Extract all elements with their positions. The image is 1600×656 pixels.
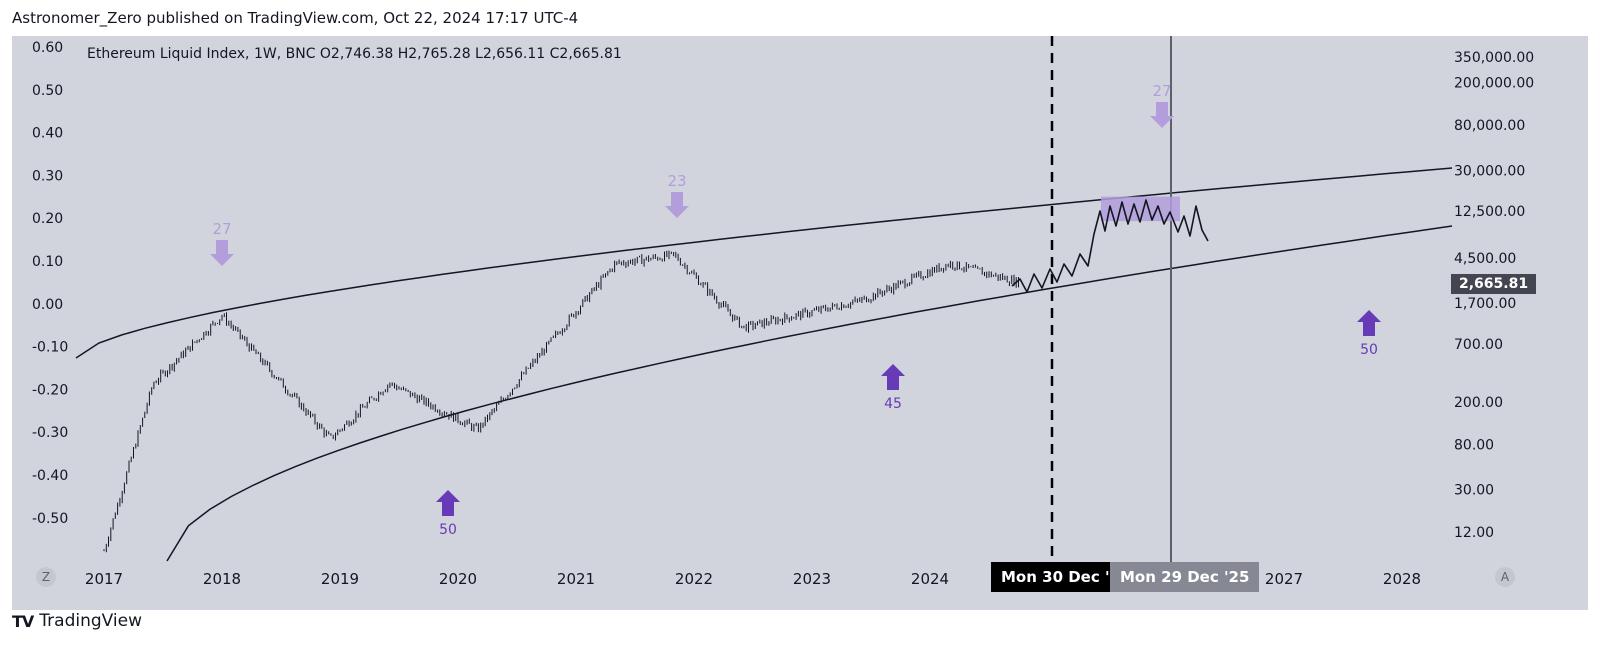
right-tick-label-3: 30,000.00 — [1454, 163, 1525, 179]
tradingview-logo-icon: TV — [12, 611, 34, 631]
left-tick-label-8: -0.20 — [32, 382, 68, 398]
left-tick-label-0: 0.60 — [32, 40, 63, 56]
upper-trend-curve — [75, 167, 1453, 359]
left-tick-label-3: 0.30 — [32, 168, 63, 184]
left-tick-label-11: -0.50 — [32, 511, 68, 527]
arrow-down-icon-0 — [210, 240, 234, 266]
zoom-button[interactable]: Z — [36, 567, 56, 587]
x-tick-label-4: 2021 — [557, 570, 595, 588]
arrow-label-2: 27 — [1152, 82, 1171, 100]
brand-name: TradingView — [39, 611, 143, 631]
left-tick-label-4: 0.20 — [32, 211, 63, 227]
lower-trend-curve — [166, 225, 1453, 562]
right-tick-label-7: 700.00 — [1454, 337, 1503, 353]
right-tick-label-6: 1,700.00 — [1454, 296, 1516, 312]
arrow-up-icon-5 — [1357, 310, 1381, 336]
chart-frame[interactable]: 2017 2018 2019 2020 2021 2022 2023 2024 2027 2028… — [12, 36, 1588, 610]
arrow-label-0: 27 — [212, 220, 231, 238]
left-tick-label-1: 0.50 — [32, 83, 63, 99]
x-tick-label-5: 2022 — [675, 570, 713, 588]
arrow-label-4: 45 — [884, 396, 902, 412]
right-tick-label-10: 30.00 — [1454, 483, 1494, 499]
arrow-label-1: 23 — [667, 172, 686, 190]
arrow-down-icon-2 — [1150, 102, 1174, 128]
left-tick-label-7: -0.10 — [32, 340, 68, 356]
x-tick-label-2: 2019 — [321, 570, 359, 588]
left-tick-label-5: 0.10 — [32, 254, 63, 270]
x-tick-label-7: 2024 — [911, 570, 949, 588]
auto-scale-button[interactable]: A — [1495, 567, 1515, 587]
left-tick-label-6: 0.00 — [32, 297, 63, 313]
x-tick-label-9: 2028 — [1383, 570, 1421, 588]
arrow-up-icon-3 — [436, 490, 460, 516]
ohlc-legend: Ethereum Liquid Index, 1W, BNC O2,746.38… — [87, 46, 622, 62]
publisher-line: Astronomer_Zero published on TradingView… — [12, 9, 579, 27]
right-tick-label-2: 80,000.00 — [1454, 118, 1525, 134]
arrow-label-3: 50 — [439, 522, 457, 538]
last-price-badge: 2,665.81 — [1451, 274, 1537, 294]
date-marker-2: Mon 29 Dec '25 — [1110, 562, 1260, 592]
right-tick-label-11: 12.00 — [1454, 525, 1494, 541]
x-tick-label-8: 2027 — [1265, 570, 1303, 588]
right-tick-label-0: 350,000.00 — [1454, 50, 1534, 66]
left-tick-label-9: -0.30 — [32, 425, 68, 441]
chart-canvas[interactable]: 2017 2018 2019 2020 2021 2022 2023 2024 2027 2028… — [12, 36, 1588, 610]
x-tick-label-6: 2023 — [793, 570, 831, 588]
arrow-label-5: 50 — [1360, 342, 1378, 358]
arrow-down-icon-1 — [665, 192, 689, 218]
x-tick-label-0: 2017 — [85, 570, 123, 588]
x-tick-label-1: 2018 — [203, 570, 241, 588]
projection-path — [1011, 199, 1209, 293]
right-tick-label-1: 200,000.00 — [1454, 76, 1534, 92]
left-tick-label-2: 0.40 — [32, 126, 63, 142]
left-tick-label-10: -0.40 — [32, 468, 68, 484]
right-tick-label-4: 12,500.00 — [1454, 204, 1525, 220]
right-tick-label-5: 4,500.00 — [1454, 251, 1516, 267]
brand-footer: TV TradingView — [12, 610, 142, 632]
right-tick-label-9: 80.00 — [1454, 437, 1494, 453]
x-tick-label-3: 2020 — [439, 570, 477, 588]
right-tick-label-8: 200.00 — [1454, 395, 1503, 411]
arrow-up-icon-4 — [881, 364, 905, 390]
